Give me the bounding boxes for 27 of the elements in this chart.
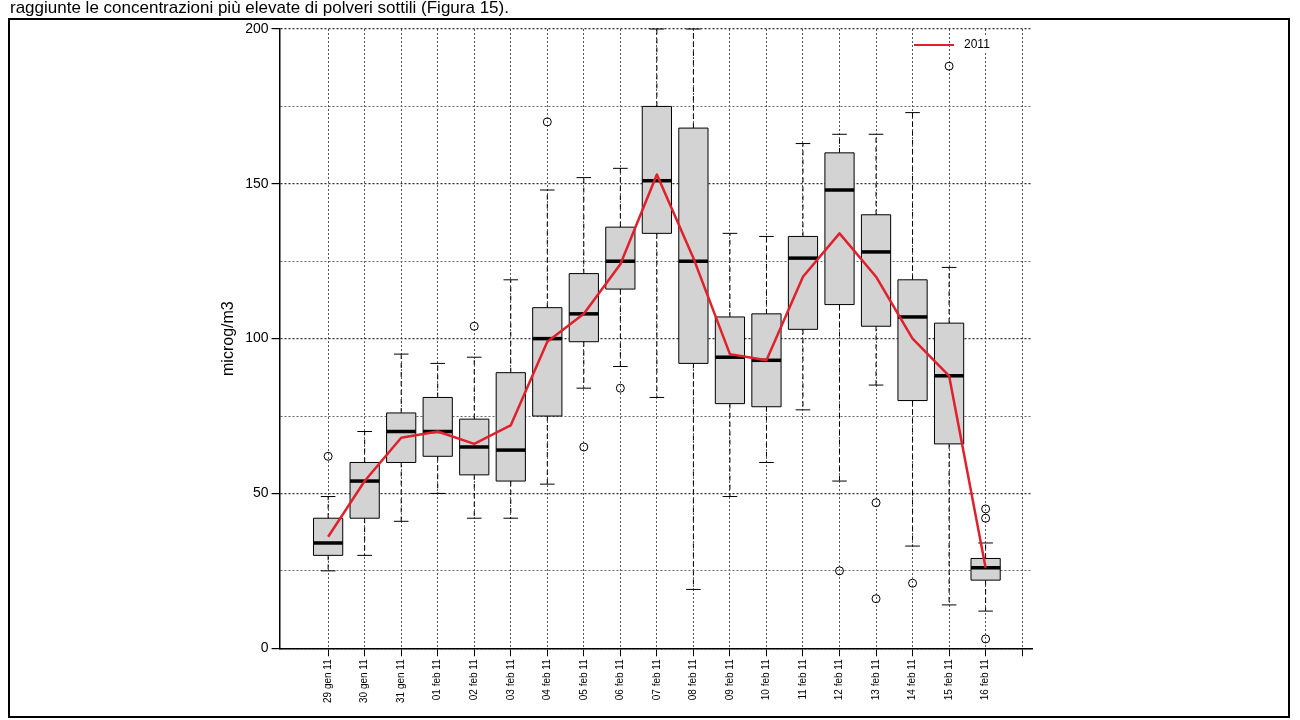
x-tick-label: 08 feb 11	[687, 658, 699, 701]
x-tick-label: 07 feb 11	[650, 658, 662, 701]
y-axis-title: microg/m3	[219, 301, 237, 376]
y-tick-label: 0	[260, 639, 269, 656]
x-tick-label: 09 feb 11	[723, 658, 735, 701]
x-tick-label: 04 feb 11	[541, 658, 553, 701]
x-tick-label: 02 feb 11	[467, 658, 479, 701]
x-tick-label: 03 feb 11	[504, 658, 516, 701]
y-tick-label: 50	[252, 484, 269, 501]
y-tick-label: 200	[245, 19, 269, 36]
x-tick-label: 29 gen 11	[321, 658, 333, 703]
x-tick-label: 15 feb 11	[942, 658, 954, 701]
y-tick-label: 100	[245, 329, 269, 346]
x-tick-label: 05 feb 11	[577, 658, 589, 701]
legend-label: 2011	[964, 37, 991, 52]
x-tick-label: 30 gen 11	[358, 658, 370, 703]
x-tick-label: 01 feb 11	[431, 658, 443, 701]
x-tick-label: 16 feb 11	[979, 658, 991, 701]
x-tick-label: 31 gen 11	[394, 658, 406, 703]
x-tick-label: 06 feb 11	[614, 658, 626, 701]
y-tick-label: 150	[245, 174, 269, 191]
text: raggiunte le concentrazioni più elevate di polveri sottili (Figura 15).	[10, 0, 509, 18]
x-tick-label: 13 feb 11	[869, 658, 881, 701]
x-tick-label: 10 feb 11	[760, 658, 772, 701]
x-tick-label: 14 feb 11	[906, 658, 918, 701]
x-tick-label: 12 feb 11	[833, 658, 845, 701]
x-tick-label: 11 feb 11	[796, 658, 808, 700]
